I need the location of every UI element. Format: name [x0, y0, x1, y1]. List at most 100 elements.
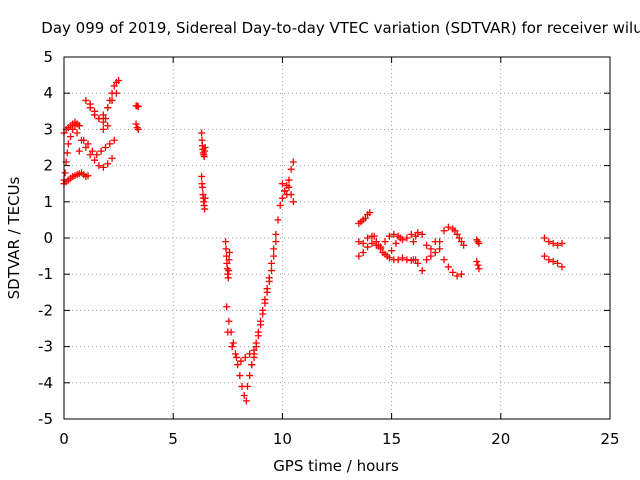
data-point: [104, 104, 112, 112]
series-arc-18: [278, 158, 297, 199]
data-point: [283, 191, 291, 199]
data-point: [440, 227, 448, 235]
series-arc-8: [99, 77, 123, 133]
data-point: [228, 343, 236, 351]
data-point: [134, 103, 142, 111]
data-point: [95, 115, 103, 123]
data-point: [372, 238, 380, 246]
data-point: [455, 234, 463, 242]
series-arc-11: [198, 172, 209, 213]
data-point: [423, 241, 431, 249]
data-point: [243, 382, 251, 390]
data-point: [225, 267, 233, 275]
data-point: [457, 270, 465, 278]
data-point: [86, 100, 94, 108]
series-arc-21: [355, 209, 374, 228]
data-point: [91, 156, 99, 164]
data-point: [453, 230, 461, 238]
data-point: [554, 259, 562, 267]
data-point: [431, 238, 439, 246]
data-point: [554, 241, 562, 249]
series-arc-19: [355, 239, 420, 264]
data-point: [385, 232, 393, 240]
data-point: [436, 245, 444, 253]
data-point: [225, 256, 233, 264]
x-tick-label: 20: [491, 430, 510, 448]
data-point: [93, 151, 101, 159]
data-point: [263, 288, 271, 296]
data-point: [201, 144, 209, 151]
data-point: [198, 183, 206, 191]
x-axis-label: GPS time / hours: [273, 457, 399, 475]
data-point: [440, 256, 448, 264]
data-point: [361, 214, 369, 222]
data-point: [115, 77, 123, 85]
data-point: [414, 259, 422, 267]
data-point: [274, 216, 282, 224]
data-point: [233, 353, 241, 361]
series-arc-27: [540, 234, 566, 249]
data-point: [278, 180, 286, 188]
y-tick-label: 4: [43, 84, 53, 102]
data-point: [82, 144, 90, 151]
data-point: [272, 238, 280, 246]
data-point: [475, 265, 483, 273]
data-point: [101, 144, 109, 151]
chart-title: Day 099 of 2019, Sidereal Day-to-day VTE…: [41, 19, 640, 37]
x-tick-label: 25: [600, 430, 619, 448]
data-point: [451, 227, 459, 235]
data-point: [549, 258, 557, 266]
data-point: [101, 115, 109, 123]
series-arc-16: [248, 238, 280, 369]
data-point: [198, 129, 206, 137]
x-tick-label: 0: [59, 430, 69, 448]
data-point: [225, 317, 233, 325]
data-point: [201, 194, 209, 202]
data-point: [224, 274, 232, 282]
data-point: [99, 111, 107, 119]
data-point: [110, 136, 118, 144]
data-point: [132, 120, 140, 128]
data-point: [281, 187, 289, 195]
data-point: [267, 259, 275, 267]
data-point: [285, 183, 293, 191]
data-point: [364, 234, 372, 242]
data-point: [110, 82, 118, 90]
data-point: [396, 234, 404, 242]
data-point: [403, 234, 411, 242]
series-arc-7: [86, 100, 112, 130]
series-arc-22: [370, 232, 404, 260]
axis-ticks: [63, 56, 611, 420]
data-point: [355, 252, 363, 260]
data-point: [276, 201, 284, 209]
data-point: [394, 256, 402, 264]
data-point: [473, 258, 481, 266]
data-point: [104, 122, 112, 130]
data-point: [457, 238, 465, 246]
data-point: [427, 245, 435, 253]
data-point: [67, 133, 75, 141]
data-point: [474, 261, 482, 269]
data-point: [84, 172, 92, 180]
data-point: [259, 310, 267, 318]
data-point: [86, 151, 94, 159]
data-point: [272, 230, 280, 238]
series-arc-6: [82, 89, 120, 123]
series-arc-9: [132, 102, 142, 133]
data-point: [540, 234, 548, 242]
series-arc-4: [73, 129, 116, 171]
series-arc-23: [409, 223, 457, 260]
data-point: [240, 391, 248, 399]
data-point: [423, 256, 431, 264]
data-point: [403, 256, 411, 264]
data-point: [407, 230, 415, 238]
data-point: [246, 372, 254, 380]
data-point: [201, 205, 209, 213]
data-point: [355, 238, 363, 246]
series-arc-28: [540, 252, 566, 271]
data-point: [431, 248, 439, 256]
data-point: [108, 89, 116, 97]
data-point: [374, 241, 382, 249]
data-point: [61, 169, 69, 177]
data-point: [91, 107, 99, 115]
